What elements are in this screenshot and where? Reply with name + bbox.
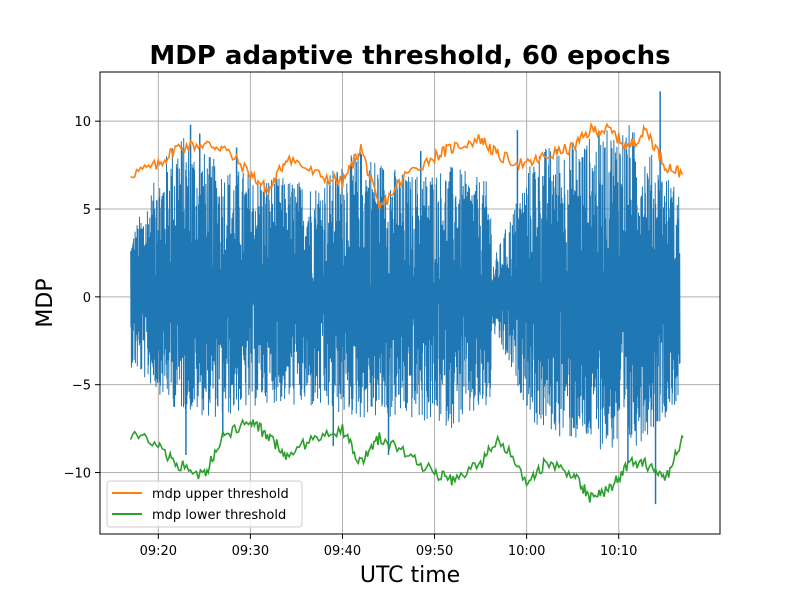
y-tick-label: 5	[83, 203, 91, 218]
legend-label-lower: mdp lower threshold	[152, 508, 286, 523]
threshold-series	[129, 121, 684, 503]
lower-threshold-line	[129, 418, 684, 503]
y-tick-label: 10	[74, 115, 91, 130]
legend-box	[106, 480, 303, 528]
plot-frame	[99, 71, 721, 535]
x-tick-label: 09:40	[324, 544, 361, 559]
x-axis-label: UTC time	[360, 563, 460, 588]
y-tick-label: −5	[72, 379, 91, 394]
x-tick-label: 09:30	[232, 544, 269, 559]
x-tick-label: 09:20	[140, 544, 177, 559]
legend-label-upper: mdp upper threshold	[152, 487, 289, 502]
y-axis-ticks: 10 5 0 −5 −10	[64, 115, 100, 482]
x-tick-label: 09:50	[416, 544, 453, 559]
x-tick-label: 10:00	[508, 544, 545, 559]
chart-title: MDP adaptive threshold, 60 epochs	[149, 41, 670, 71]
upper-threshold-line	[130, 121, 684, 210]
y-axis-label: MDP	[33, 278, 58, 327]
x-tick-label: 10:10	[600, 544, 637, 559]
x-axis-ticks: 09:20 09:30 09:40 09:50 10:00 10:10	[140, 534, 637, 559]
mdp-signal-line	[130, 125, 681, 450]
y-tick-label: −10	[64, 467, 91, 482]
mdp-signal-series	[130, 91, 681, 505]
y-tick-label: 0	[83, 291, 91, 306]
legend: mdp upper threshold mdp lower threshold	[106, 480, 303, 528]
